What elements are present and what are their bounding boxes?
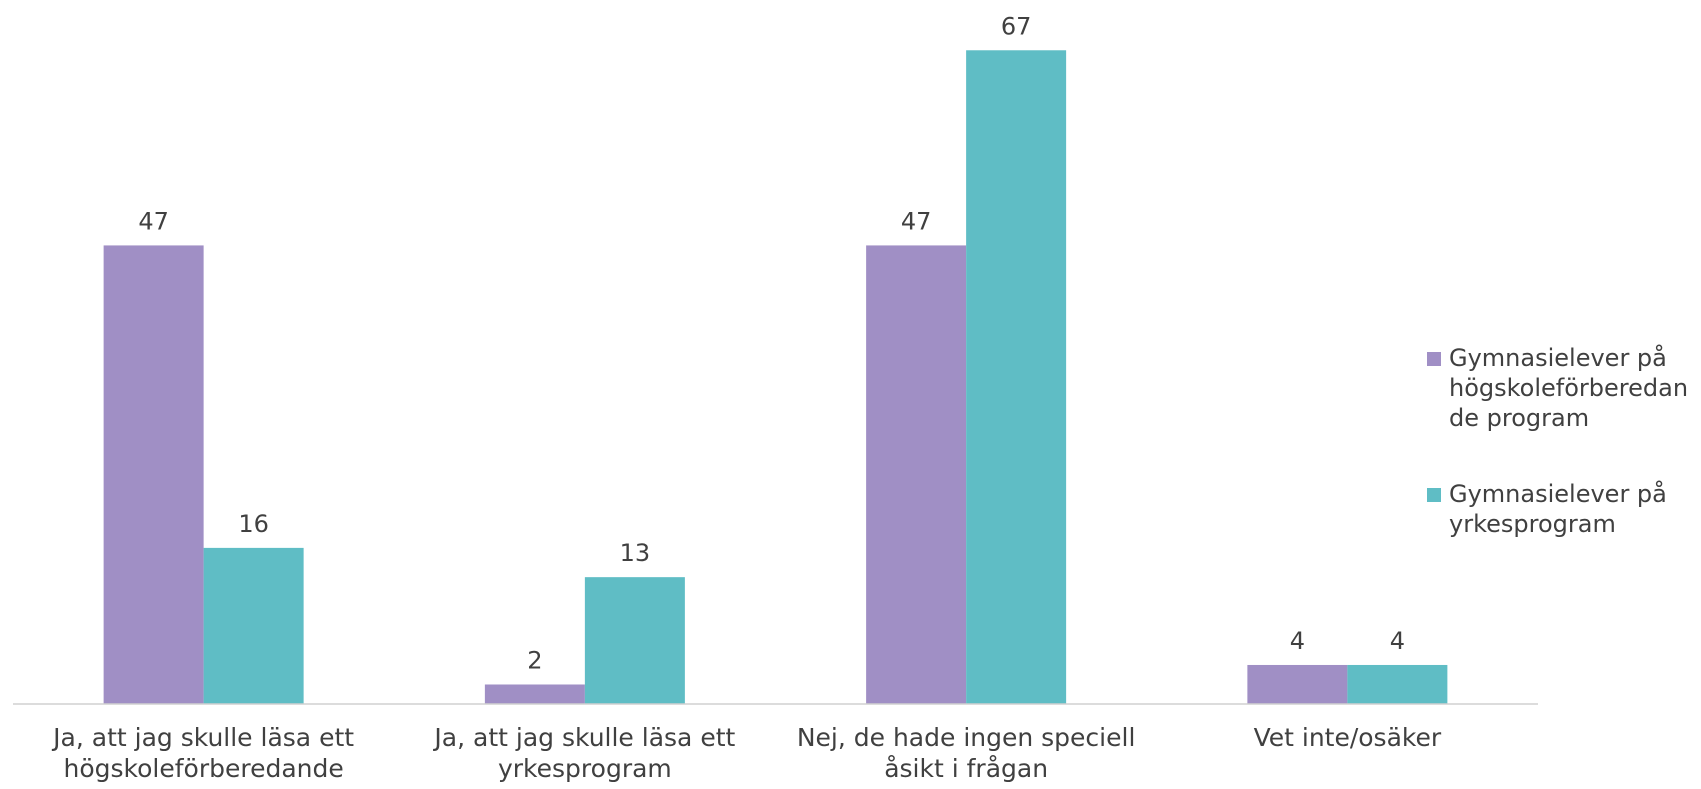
bar: [203, 547, 304, 704]
bar: [484, 684, 585, 704]
bar: [1347, 664, 1448, 704]
bar: [103, 245, 204, 704]
value-label: 67: [1001, 12, 1032, 40]
legend-entry: Gymnasielever på högskoleförberedande pr…: [1427, 343, 1697, 433]
legend-entry: Gymnasielever på yrkesprogram: [1427, 479, 1697, 539]
bar: [866, 245, 967, 704]
value-label: 4: [1290, 627, 1305, 655]
x-tick-label: Ja, att jag skulle läsa ett yrkesprogram: [434, 723, 736, 783]
bar: [966, 50, 1067, 705]
value-label: 16: [238, 510, 269, 538]
legend-swatch: [1427, 352, 1441, 366]
x-tick-label: Nej, de hade ingen speciell åsikt i fråg…: [796, 723, 1136, 783]
x-tick-label: Ja, att jag skulle läsa ett högskoleförb…: [53, 723, 355, 789]
value-label: 47: [901, 207, 932, 235]
value-label: 2: [527, 646, 542, 674]
value-label: 4: [1390, 627, 1405, 655]
bar: [584, 577, 685, 704]
legend-swatch: [1427, 488, 1441, 502]
value-label: 13: [620, 539, 651, 567]
x-tick-label: Vet inte/osäker: [1253, 723, 1442, 752]
value-label: 47: [138, 207, 169, 235]
bar: [1247, 664, 1348, 704]
